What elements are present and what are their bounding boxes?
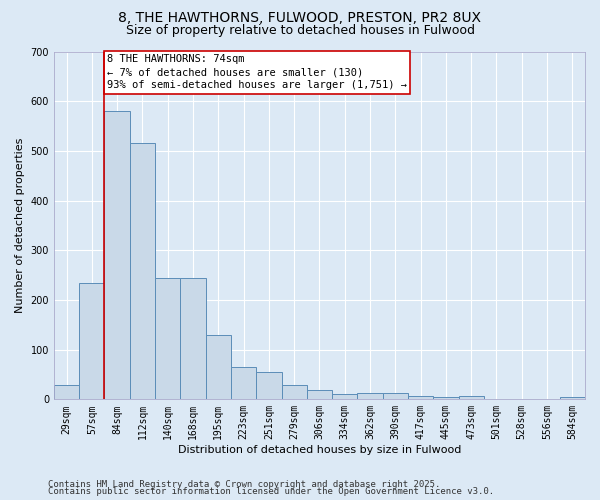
Text: 8, THE HAWTHORNS, FULWOOD, PRESTON, PR2 8UX: 8, THE HAWTHORNS, FULWOOD, PRESTON, PR2 … <box>119 11 482 25</box>
X-axis label: Distribution of detached houses by size in Fulwood: Distribution of detached houses by size … <box>178 445 461 455</box>
Bar <box>408 396 433 400</box>
Bar <box>433 397 458 400</box>
Bar <box>358 394 383 400</box>
Bar <box>54 386 79 400</box>
Bar <box>332 394 358 400</box>
Bar <box>560 397 585 400</box>
Bar <box>458 396 484 400</box>
Text: Contains public sector information licensed under the Open Government Licence v3: Contains public sector information licen… <box>48 488 494 496</box>
Bar <box>130 144 155 400</box>
Bar <box>79 282 104 400</box>
Bar <box>206 334 231 400</box>
Bar <box>231 367 256 400</box>
Text: Size of property relative to detached houses in Fulwood: Size of property relative to detached ho… <box>125 24 475 37</box>
Bar <box>307 390 332 400</box>
Bar <box>383 394 408 400</box>
Bar <box>256 372 281 400</box>
Bar <box>281 386 307 400</box>
Text: Contains HM Land Registry data © Crown copyright and database right 2025.: Contains HM Land Registry data © Crown c… <box>48 480 440 489</box>
Y-axis label: Number of detached properties: Number of detached properties <box>15 138 25 313</box>
Bar <box>155 278 181 400</box>
Bar <box>181 278 206 400</box>
Bar <box>104 111 130 400</box>
Text: 8 THE HAWTHORNS: 74sqm
← 7% of detached houses are smaller (130)
93% of semi-det: 8 THE HAWTHORNS: 74sqm ← 7% of detached … <box>107 54 407 90</box>
